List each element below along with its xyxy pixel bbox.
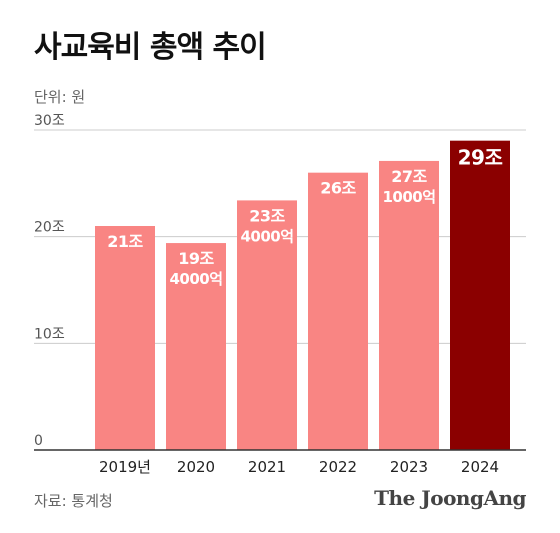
bar [450, 140, 510, 450]
data-label: 4000억 [169, 270, 222, 288]
x-tick-label: 2023 [390, 458, 428, 476]
x-tick-label: 2024 [461, 458, 499, 476]
data-label: 19조 [178, 249, 214, 268]
x-tick-label: 2019년 [99, 458, 151, 476]
y-tick-label: 30조 [34, 113, 65, 129]
x-tick-label: 2022 [319, 458, 357, 476]
bar [95, 226, 155, 450]
data-label: 1000억 [382, 188, 435, 206]
source-label: 자료: 통계청 [34, 492, 113, 510]
bar [166, 243, 226, 450]
y-tick-label: 0 [34, 433, 43, 449]
unit-label: 단위: 원 [34, 88, 86, 106]
bar [379, 160, 439, 450]
data-label: 26조 [320, 179, 356, 198]
data-label: 21조 [107, 232, 143, 251]
data-label: 4000억 [240, 227, 293, 245]
brand-logo: The JoongAng [374, 486, 526, 510]
chart-title: 사교육비 총액 추이 [34, 30, 267, 65]
axis-layer: 0 10조 20조 30조 2019년 2020 2021 2022 2023 2024 [34, 113, 526, 476]
y-tick-label: 20조 [34, 220, 65, 236]
x-tick-label: 2020 [177, 458, 215, 476]
label-layer: 21조 19조 4000억 23조 4000억 26조 27조 1000억 29조 [107, 146, 503, 288]
x-tick-label: 2021 [248, 458, 286, 476]
bar-layer [95, 140, 510, 450]
data-label: 27조 [391, 167, 427, 186]
bar [308, 172, 368, 450]
y-tick-label: 10조 [34, 326, 65, 342]
data-label: 29조 [458, 146, 503, 170]
bar [237, 200, 297, 450]
data-label: 23조 [249, 206, 285, 225]
